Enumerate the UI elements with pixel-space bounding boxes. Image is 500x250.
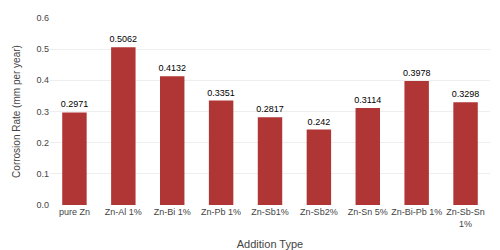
svg-text:0.0: 0.0 [36, 200, 49, 210]
svg-text:0.3: 0.3 [36, 107, 49, 117]
svg-text:Zn-Sb-Sn1%: Zn-Sb-Sn1% [446, 207, 485, 229]
svg-text:0.242: 0.242 [308, 117, 331, 127]
svg-text:0.2817: 0.2817 [256, 104, 284, 114]
svg-text:0.4: 0.4 [36, 75, 49, 85]
svg-text:Zn-Sb1%: Zn-Sb1% [251, 207, 289, 217]
svg-text:0.5: 0.5 [36, 44, 49, 54]
svg-text:0.2971: 0.2971 [61, 99, 89, 109]
svg-text:Zn-Sb2%: Zn-Sb2% [300, 207, 338, 217]
svg-text:Zn-Bi-Pb 1%: Zn-Bi-Pb 1% [391, 207, 442, 217]
svg-text:Zn-Bi 1%: Zn-Bi 1% [154, 207, 191, 217]
svg-text:Zn-Pb 1%: Zn-Pb 1% [201, 207, 241, 217]
svg-text:Zn-Al 1%: Zn-Al 1% [105, 207, 142, 217]
svg-text:0.5062: 0.5062 [110, 34, 138, 44]
svg-text:pure Zn: pure Zn [59, 207, 90, 217]
svg-text:Zn-Sn 5%: Zn-Sn 5% [348, 207, 388, 217]
svg-text:0.6: 0.6 [36, 13, 49, 23]
svg-text:0.3351: 0.3351 [207, 88, 235, 98]
svg-text:Corrosion Rate (mm per year): Corrosion Rate (mm per year) [11, 45, 22, 178]
svg-text:Addition Type: Addition Type [237, 238, 303, 250]
svg-text:0.3298: 0.3298 [452, 89, 480, 99]
svg-text:0.3978: 0.3978 [403, 68, 431, 78]
svg-text:0.4132: 0.4132 [158, 63, 186, 73]
svg-text:0.1: 0.1 [36, 169, 49, 179]
svg-text:0.3114: 0.3114 [354, 95, 381, 105]
svg-text:0.2: 0.2 [36, 138, 49, 148]
